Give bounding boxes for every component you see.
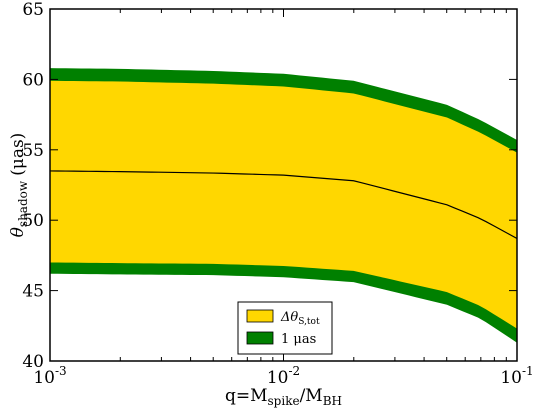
y-label-sub: shadow [16, 180, 30, 227]
x-tick-label: 10-3 [33, 364, 66, 388]
y-tick-label: 65 [22, 0, 44, 20]
legend-label-0-main: Δθ [280, 310, 298, 325]
y-tick-label: 50 [22, 211, 44, 231]
y-axis-label: θshadow (μas) [8, 133, 30, 238]
legend-label-1-uas: 1 μas [281, 332, 316, 347]
legend: ΔθS,tot 1 μas [237, 301, 333, 355]
bands-layer [50, 68, 517, 343]
ticks-layer: 40 45 50 55 60 65 10-3 10-2 10-1 [22, 0, 533, 388]
x-label-mid: /M [300, 386, 323, 406]
y-tick-label: 55 [22, 141, 44, 161]
central-curve [49, 170, 518, 240]
band-yellow-delta-theta [50, 80, 517, 329]
legend-label-delta-theta: ΔθS,tot [280, 310, 320, 327]
x-tick-label: 10-1 [500, 364, 533, 388]
x-label-sub1: spike [268, 394, 300, 408]
y-tick-label: 40 [22, 352, 44, 372]
y-label-rest: (μas) [8, 133, 28, 176]
x-tick-label: 10-2 [267, 364, 300, 388]
x-label-pre: q=M [225, 386, 268, 406]
legend-swatch-yellow [246, 309, 274, 323]
x-axis-label: q=Mspike/MBH [225, 386, 342, 408]
legend-swatch-green [246, 331, 274, 345]
y-label-theta: θ [8, 227, 28, 237]
y-tick-label: 45 [22, 282, 44, 302]
x-label-sub2: BH [323, 394, 342, 408]
legend-label-0-sub: S,tot [298, 317, 320, 327]
y-tick-label: 60 [22, 70, 44, 90]
